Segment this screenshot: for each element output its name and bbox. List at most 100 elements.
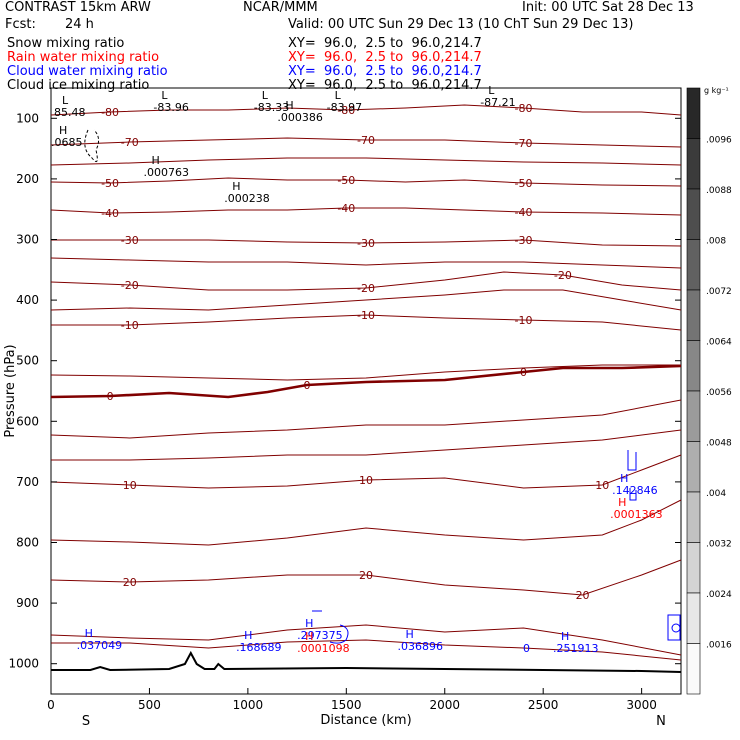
isotherm--15 (50, 289, 682, 311)
extremum-marker: H (406, 628, 414, 641)
cloud-contour (627, 450, 637, 471)
colorbar-cell (686, 188, 701, 240)
isotherm-label: 20 (123, 576, 137, 589)
extremum-marker: L (161, 89, 168, 102)
y-tick-label: 900 (16, 596, 39, 610)
extremum-marker: L (488, 84, 495, 97)
extremum-value: .251913 (553, 642, 599, 655)
extremum-marker: H (620, 472, 628, 485)
extremum-marker: L (62, 94, 69, 107)
extremum-marker: L (262, 89, 269, 102)
legend-rain: Rain water mixing ratio (7, 50, 160, 65)
isotherm-label: 0 (107, 390, 114, 403)
isotherm-label: -20 (554, 269, 572, 282)
extremum-value: .036896 (398, 640, 444, 653)
colorbar-cell (686, 441, 701, 493)
isotherm--10 (51, 314, 682, 331)
colorbar-tick-label: .0096 (706, 136, 732, 146)
y-tick-label: 800 (16, 536, 39, 550)
extremum-value: 85.48 (54, 106, 86, 119)
x-tick-label: 1000 (233, 698, 264, 712)
extremum-value: -83.97 (327, 101, 362, 114)
extremum-marker: H (618, 496, 626, 509)
valid-time: Valid: 00 UTC Sun 29 Dec 13 (10 ChT Sun … (288, 17, 634, 32)
south-end-label: S (82, 714, 90, 729)
plot-border (50, 87, 682, 695)
colorbar-tick-label: .0056 (706, 388, 732, 398)
legend-cloud-ice: Cloud ice mixing ratio (7, 78, 150, 93)
extremum-marker: H (152, 154, 160, 167)
isotherm-label: -30 (515, 234, 533, 247)
isotherm-label: 10 (359, 474, 373, 487)
isotherm--80 (50, 104, 682, 116)
extremum-marker: H (232, 180, 240, 193)
x-axis-label: Distance (km) (320, 713, 411, 728)
legend-cloud-water-xy: XY= 96.0, 2.5 to 96.0,214.7 (288, 64, 482, 79)
center-label: NCAR/MMM (243, 0, 318, 15)
isotherm--5 (50, 364, 681, 381)
colorbar-tick-label: .0064 (706, 338, 732, 348)
isotherm-10 (50, 454, 682, 489)
extremum-marker: H (85, 627, 93, 640)
x-tick-label: 3000 (626, 698, 657, 712)
y-axis-label: Pressure (hPa) (3, 344, 18, 437)
cloud-contour (629, 488, 637, 501)
isotherm-label: 20 (576, 589, 590, 602)
colorbar-tick-label: .0048 (706, 439, 732, 449)
legend-snow: Snow mixing ratio (7, 36, 125, 51)
isotherm--50 (50, 177, 682, 187)
extrema-layer: L85.48L-83.96L-83.33L-83.97L-87.21H.0003… (51, 84, 663, 655)
isotherm-label: -10 (515, 314, 533, 327)
cloud-water-contours: 0 (84, 129, 681, 655)
extremum-marker: H (305, 617, 313, 630)
colorbar-cell (686, 491, 701, 543)
isotherm-3 (50, 399, 682, 439)
model-title: CONTRAST 15km ARW (5, 0, 151, 15)
axis-layer: 0 500 1000 1500 2000 2500 30001002003004005006… (3, 111, 681, 729)
colorbar-tick-label: .0032 (706, 540, 732, 550)
extremum-value: .142846 (612, 484, 658, 497)
legend-cloud-ice-xy: XY= 96.0, 2.5 to 96.0,214.7 (288, 78, 482, 93)
extremum-value: .000386 (277, 111, 323, 124)
colorbar: g kg⁻¹ .0096 .0088 .008 .0072 .0064 .0056 .0048… (686, 86, 732, 695)
y-tick-label: 1000 (8, 657, 39, 671)
isotherm-label: -50 (337, 174, 355, 187)
extremum-value: .0001363 (610, 508, 663, 521)
colorbar-tick-label: .0088 (706, 186, 732, 196)
isotherm-label: 20 (359, 569, 373, 582)
legend-rain-xy: XY= 96.0, 2.5 to 96.0,214.7 (288, 50, 482, 65)
colorbar-cell (686, 643, 701, 695)
legend-snow-xy: XY= 96.0, 2.5 to 96.0,214.7 (288, 36, 482, 51)
extremum-value: -87.21 (480, 96, 515, 109)
isotherm-label: -80 (101, 106, 119, 119)
colorbar-cell (686, 592, 701, 644)
y-tick-label: 400 (16, 293, 39, 307)
terrain-layer (51, 650, 682, 673)
colorbar-cell (686, 87, 701, 139)
extremum-value: .168689 (236, 641, 282, 654)
isotherm-15 (50, 499, 682, 546)
extremum-marker: H (305, 630, 313, 643)
cloud-contour (667, 614, 681, 641)
isotherm-5 (51, 429, 682, 461)
colorbar-tick-label: .0024 (706, 590, 732, 600)
forecast-label: Fcst: (5, 17, 36, 32)
isotherm-label: -20 (357, 282, 375, 295)
y-tick-label: 300 (16, 233, 39, 247)
isotherm-label: 0 (520, 366, 527, 379)
north-end-label: N (656, 714, 666, 729)
isotherm--40 (50, 207, 682, 216)
isotherm-label: -40 (337, 202, 355, 215)
extremum-marker: H (561, 630, 569, 643)
isotherm-label: -70 (515, 137, 533, 150)
isotherm-label: -40 (515, 206, 533, 219)
extremum-value: .0685 (51, 136, 83, 149)
isotherm-label: 10 (595, 479, 609, 492)
y-tick-label: 500 (16, 354, 39, 368)
colorbar-tick-label: .0072 (706, 287, 732, 297)
extremum-value: .000238 (224, 192, 270, 205)
extremum-value: .037049 (77, 639, 123, 652)
isotherm-label: -70 (121, 136, 139, 149)
extremum-value: .000763 (144, 166, 190, 179)
